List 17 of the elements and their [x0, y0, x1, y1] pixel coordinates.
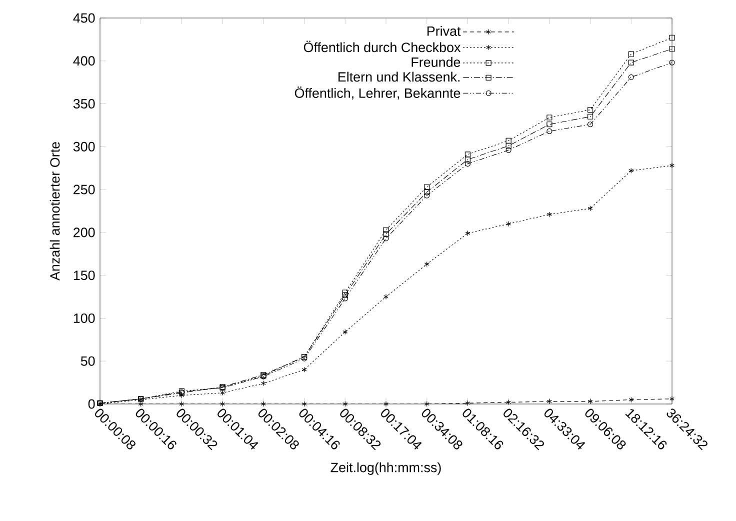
x-axis-title: Zeit.log(hh:mm:ss) [330, 462, 441, 475]
legend-label: Öffentlich, Lehrer, Bekannte [294, 86, 460, 100]
y-tick-label: 200 [74, 228, 95, 238]
y-axis-title: Anzahl annotierter Orte [50, 142, 60, 280]
y-tick-label: 150 [74, 270, 95, 280]
y-tick-label: 350 [73, 99, 95, 109]
y-tick-label: 400 [73, 56, 95, 66]
y-tick-label: 100 [74, 313, 95, 323]
y-tick-label: 250 [74, 184, 95, 194]
legend-label: Eltern und Klassenk. [338, 72, 460, 82]
y-tick-label: 0 [88, 399, 95, 409]
y-tick-label: 300 [73, 142, 95, 152]
y-tick-label: 450 [73, 13, 95, 23]
legend-label: Privat [427, 26, 461, 36]
y-tick-label: 50 [80, 356, 95, 366]
legend-label: Öffentlich durch Checkbox [304, 40, 461, 52]
legend-label: Freunde [412, 57, 460, 67]
